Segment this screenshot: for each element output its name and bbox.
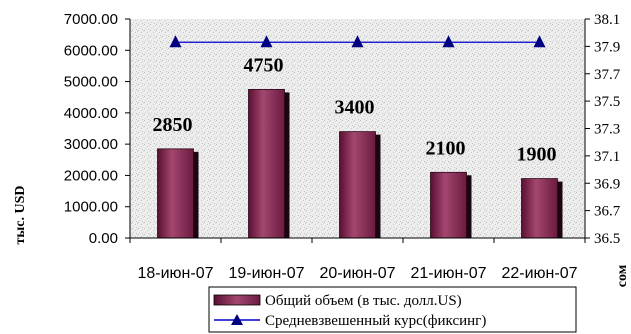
right-tick-label: 37.9 [594, 39, 620, 55]
line-series [169, 35, 546, 48]
left-tick-label: 4000.00 [64, 105, 118, 122]
right-tick-label: 37.3 [594, 122, 620, 138]
legend-swatch-bar [213, 294, 261, 306]
bar [339, 131, 376, 239]
left-tick-label: 3000.00 [64, 136, 118, 153]
data-label: 3400 [335, 97, 375, 119]
left-axis-ticks: 0.00 1000.00 2000.00 3000.00 4000.00 5000.00 6… [64, 11, 130, 247]
left-tick-label: 2000.00 [64, 167, 118, 184]
line-marker [169, 35, 182, 48]
right-axis-ticks: 36.5 36.7 36.9 37.1 37.3 37.5 37.7 37.9 38.1 [585, 12, 621, 247]
data-label: 4750 [244, 54, 284, 76]
y-axis-title-right: сом [615, 264, 630, 287]
left-tick-label: 1000.00 [64, 199, 118, 216]
right-tick-label: 36.9 [594, 176, 620, 192]
x-tick-label: 19-июн-07 [228, 265, 304, 282]
right-tick-label: 37.5 [594, 94, 620, 110]
bar [248, 88, 285, 239]
right-tick-label: 37.1 [594, 149, 620, 165]
y-axis-title: тыс. USD [13, 185, 28, 244]
right-tick-label: 36.7 [594, 204, 621, 220]
bar [430, 171, 467, 239]
legend-box [208, 286, 577, 333]
line-marker [442, 35, 455, 48]
right-tick-label: 36.5 [594, 231, 620, 247]
data-labels: 2850 4750 3400 2100 1900 [153, 54, 557, 165]
data-label: 1900 [517, 144, 557, 166]
bar [157, 148, 194, 239]
bar-series [157, 88, 563, 239]
right-tick-label: 38.1 [594, 12, 620, 28]
legend-swatch-marker [231, 314, 243, 325]
data-label: 2100 [426, 137, 466, 159]
x-tick-label: 22-июн-07 [501, 265, 577, 282]
left-tick-label: 5000.00 [64, 74, 118, 91]
legend: Общий объем (в тыс. долл.US) Средневзвеш… [208, 286, 577, 333]
line-marker [351, 35, 364, 48]
left-tick-label: 6000.00 [64, 42, 118, 59]
x-axis-ticks: 18-июн-07 19-июн-07 20-июн-07 21-июн-07 22-и… [129, 238, 586, 282]
data-label: 2850 [153, 114, 193, 136]
x-tick-label: 21-июн-07 [410, 265, 486, 282]
right-tick-label: 37.7 [594, 67, 621, 83]
left-tick-label: 0.00 [89, 230, 118, 247]
legend-label-line: Средневзвешенный курс(фиксинг) [265, 313, 486, 329]
x-tick-label: 18-июн-07 [137, 265, 213, 282]
legend-label-bar: Общий объем (в тыс. долл.US) [265, 293, 462, 309]
left-tick-label: 7000.00 [64, 11, 118, 28]
line-marker [533, 35, 546, 48]
bar [521, 178, 558, 239]
x-tick-label: 20-июн-07 [319, 265, 395, 282]
line-marker [260, 35, 273, 48]
